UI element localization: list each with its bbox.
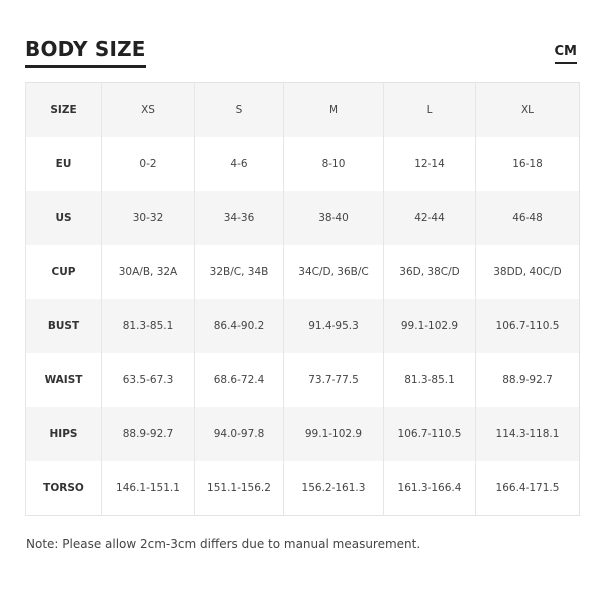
row-header: CUP (25, 245, 102, 299)
table-cell: 114.3-118.1 (475, 407, 580, 461)
table-row: TORSO 146.1-151.1 151.1-156.2 156.2-161.3 16… (25, 461, 580, 516)
table-cell: 94.0-97.8 (194, 407, 284, 461)
table-cell: 106.7-110.5 (475, 299, 580, 353)
table-cell: 99.1-102.9 (383, 299, 476, 353)
unit-label: CM (554, 44, 577, 64)
row-header: WAIST (25, 353, 102, 407)
table-cell: 34C/D, 36B/C (283, 245, 384, 299)
table-cell: 86.4-90.2 (194, 299, 284, 353)
table-cell: 34-36 (194, 191, 284, 245)
table-cell: 46-48 (475, 191, 580, 245)
table-cell: 42-44 (383, 191, 476, 245)
table-cell: 0-2 (101, 137, 195, 191)
table-cell: 32B/C, 34B (194, 245, 284, 299)
row-header: US (25, 191, 102, 245)
size-chart-table: SIZE XS S M L XL EU 0-2 4-6 8-10 12-14 16-18 US 30-32… (25, 82, 580, 516)
table-cell: 68.6-72.4 (194, 353, 284, 407)
page-title: BODY SIZE (25, 37, 146, 68)
table-cell: 16-18 (475, 137, 580, 191)
table-row: BUST 81.3-85.1 86.4-90.2 91.4-95.3 99.1-102.… (25, 299, 580, 353)
table-cell: 106.7-110.5 (383, 407, 476, 461)
table-cell: 99.1-102.9 (283, 407, 384, 461)
row-header: BUST (25, 299, 102, 353)
table-cell: 38DD, 40C/D (475, 245, 580, 299)
table-cell: 36D, 38C/D (383, 245, 476, 299)
table-cell: 88.9-92.7 (101, 407, 195, 461)
table-cell: 81.3-85.1 (101, 299, 195, 353)
table-cell: 4-6 (194, 137, 284, 191)
row-header: EU (25, 137, 102, 191)
table-row: SIZE XS S M L XL (25, 82, 580, 137)
table-cell: 156.2-161.3 (283, 461, 384, 516)
table-cell: 30A/B, 32A (101, 245, 195, 299)
table-cell: S (194, 82, 284, 137)
table-row: HIPS 88.9-92.7 94.0-97.8 99.1-102.9 106.7-11… (25, 407, 580, 461)
table-cell: M (283, 82, 384, 137)
table-row: CUP 30A/B, 32A 32B/C, 34B 34C/D, 36B/C 36D, … (25, 245, 580, 299)
table-cell: 161.3-166.4 (383, 461, 476, 516)
measurement-note: Note: Please allow 2cm-3cm differs due t… (26, 537, 421, 551)
table-row: US 30-32 34-36 38-40 42-44 46-48 (25, 191, 580, 245)
table-row: EU 0-2 4-6 8-10 12-14 16-18 (25, 137, 580, 191)
table-cell: 73.7-77.5 (283, 353, 384, 407)
table-cell: 38-40 (283, 191, 384, 245)
table-cell: L (383, 82, 476, 137)
table-cell: 30-32 (101, 191, 195, 245)
table-cell: 8-10 (283, 137, 384, 191)
table-cell: 151.1-156.2 (194, 461, 284, 516)
table-cell: 91.4-95.3 (283, 299, 384, 353)
table-cell: 166.4-171.5 (475, 461, 580, 516)
table-cell: 81.3-85.1 (383, 353, 476, 407)
table-cell: 146.1-151.1 (101, 461, 195, 516)
row-header: TORSO (25, 461, 102, 516)
table-cell: XS (101, 82, 195, 137)
table-cell: 12-14 (383, 137, 476, 191)
row-header: HIPS (25, 407, 102, 461)
row-header: SIZE (25, 82, 102, 137)
table-cell: XL (475, 82, 580, 137)
table-cell: 63.5-67.3 (101, 353, 195, 407)
table-row: WAIST 63.5-67.3 68.6-72.4 73.7-77.5 81.3-85.… (25, 353, 580, 407)
table-cell: 88.9-92.7 (475, 353, 580, 407)
